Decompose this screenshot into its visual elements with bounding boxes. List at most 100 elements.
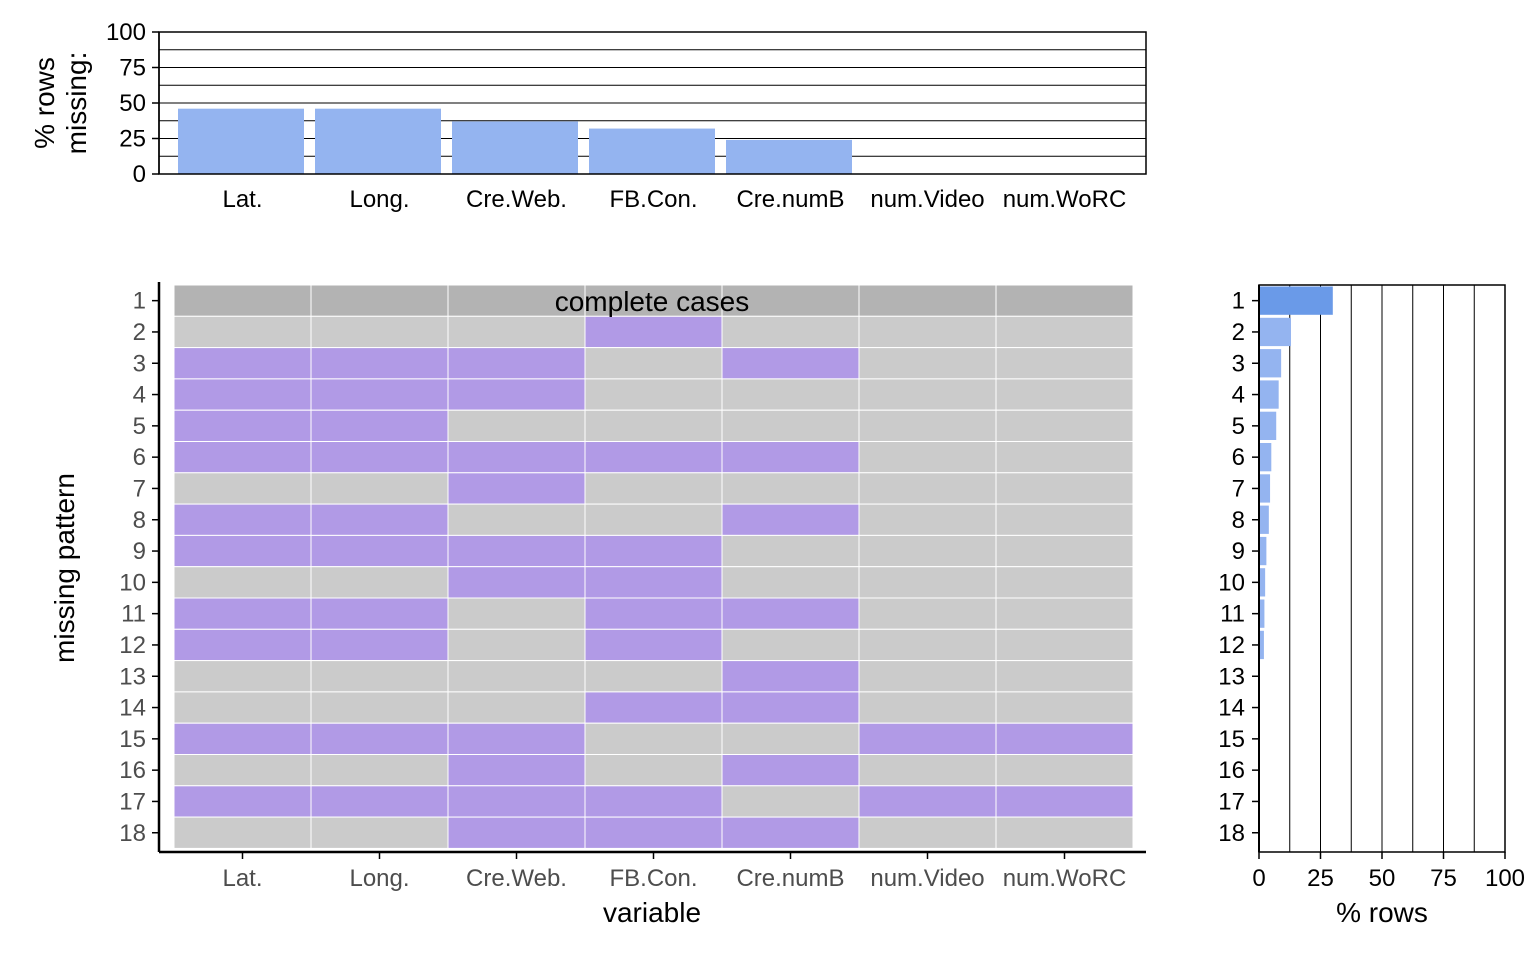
heat-x-tick-label: Cre.numB — [736, 865, 844, 892]
heatmap-cell — [995, 315, 1134, 349]
heatmap-cell — [721, 785, 860, 818]
heatmap-cell — [858, 597, 997, 630]
right-y-tick-label: 1 — [1232, 288, 1245, 315]
heatmap-cell — [310, 503, 449, 536]
right-y-tick-label: 8 — [1232, 507, 1245, 534]
heatmap-cell — [858, 441, 997, 474]
heatmap-cell — [995, 503, 1134, 536]
heat-x-tick-label: num.WoRC — [1003, 865, 1127, 892]
right-y-tick-label: 11 — [1220, 601, 1245, 628]
right-x-tick-label: 0 — [1252, 865, 1265, 892]
heatmap-cell — [447, 597, 586, 630]
heatmap-cell — [721, 503, 860, 536]
heatmap-cell — [995, 472, 1134, 505]
heatmap-cell — [858, 691, 997, 724]
heatmap-cell — [721, 628, 860, 662]
heat-y-tick-label: 11 — [121, 601, 146, 628]
heatmap-cell — [310, 472, 449, 505]
heatmap-cell — [447, 816, 586, 849]
top-x-tick-label: Lat. — [222, 186, 262, 213]
heatmap-cell — [173, 503, 312, 536]
right-x-axis-title: % rows — [1336, 897, 1428, 928]
heatmap-cell — [858, 722, 997, 756]
right-bar — [1259, 317, 1291, 347]
heatmap-cell — [310, 722, 449, 756]
heatmap-cell — [310, 315, 449, 349]
heat-y-tick-label: 15 — [119, 726, 146, 753]
heatmap-cell — [721, 284, 860, 317]
heat-y-tick-label: 18 — [119, 820, 146, 847]
heatmap-cell — [310, 691, 449, 724]
heat-y-tick-label: 16 — [119, 757, 146, 784]
right-bar — [1259, 349, 1282, 378]
heat-y-axis-title: missing pattern — [49, 473, 80, 663]
heatmap-cell — [584, 409, 723, 443]
heatmap-cell — [721, 597, 860, 630]
heatmap-cell — [310, 660, 449, 693]
heatmap-cell — [995, 785, 1134, 818]
heatmap-cell — [173, 722, 312, 756]
heatmap-cell — [447, 347, 586, 380]
heatmap-cell — [584, 816, 723, 849]
heatmap-cell — [447, 378, 586, 411]
heat-x-ticks: Lat. Long. Cre.Web. FB.Con. Cre.numB num.Vide… — [222, 852, 1126, 892]
heatmap-cell — [447, 628, 586, 662]
right-y-tick-label: 6 — [1232, 444, 1245, 471]
right-bar — [1259, 568, 1266, 597]
top-x-ticks: Lat. Long. Cre.Web. FB.Con. Cre.numB num.Vide… — [222, 186, 1126, 213]
heatmap-cell — [584, 378, 723, 411]
heatmap-cell — [584, 660, 723, 693]
heat-x-tick-label: Long. — [349, 865, 409, 892]
complete-cases-label: complete cases — [555, 286, 750, 317]
heat-y-tick-label: 2 — [133, 319, 146, 346]
top-y-axis-title-line: % rows — [29, 57, 60, 149]
heat-y-tick-label: 8 — [133, 507, 146, 534]
heat-y-tick-label: 7 — [133, 475, 146, 502]
heatmap-cell — [447, 785, 586, 818]
heatmap-cell — [858, 660, 997, 693]
heatmap-cell — [173, 284, 312, 317]
heatmap-cell — [858, 378, 997, 411]
right-x-tick-label: 75 — [1430, 865, 1457, 892]
heatmap-cell — [721, 754, 860, 787]
heatmap-cell — [310, 534, 449, 568]
top-bar — [452, 121, 578, 174]
heatmap-cell — [584, 503, 723, 536]
heatmap-cell — [721, 816, 860, 849]
top-y-ticks: 0 25 50 75 100 — [106, 19, 159, 188]
top-bar — [589, 128, 715, 174]
heatmap-cell — [447, 722, 586, 756]
heatmap-cell — [995, 347, 1134, 380]
right-y-tick-label: 10 — [1218, 569, 1245, 596]
heatmap-cell — [173, 660, 312, 693]
right-bar — [1259, 599, 1265, 628]
right-bar — [1259, 474, 1271, 503]
heatmap-cell — [310, 378, 449, 411]
right-x-ticks: 0 25 50 75 100 — [1252, 852, 1525, 892]
heatmap-cell — [173, 816, 312, 849]
top-bars — [178, 108, 852, 174]
heatmap-cell — [584, 472, 723, 505]
heatmap-cell — [858, 566, 997, 599]
right-y-tick-label: 15 — [1218, 726, 1245, 753]
heatmap-cell — [310, 284, 449, 317]
heatmap-cell — [995, 566, 1134, 599]
right-x-tick-label: 100 — [1485, 865, 1525, 892]
right-y-tick-label: 18 — [1218, 820, 1245, 847]
heatmap-cell — [721, 441, 860, 474]
heat-y-tick-label: 1 — [133, 288, 146, 315]
top-y-tick-label: 25 — [119, 126, 146, 153]
right-y-tick-label: 12 — [1218, 632, 1245, 659]
top-bar — [178, 108, 304, 174]
heat-y-tick-label: 6 — [133, 444, 146, 471]
heat-y-tick-label: 9 — [133, 538, 146, 565]
heat-y-tick-label: 5 — [133, 413, 146, 440]
heat-x-tick-label: num.Video — [870, 865, 984, 892]
heatmap-cell — [721, 534, 860, 568]
top-bar — [726, 139, 852, 174]
right-y-tick-label: 4 — [1232, 382, 1245, 409]
heatmap-cell — [310, 816, 449, 849]
heatmap-cell — [447, 534, 586, 568]
